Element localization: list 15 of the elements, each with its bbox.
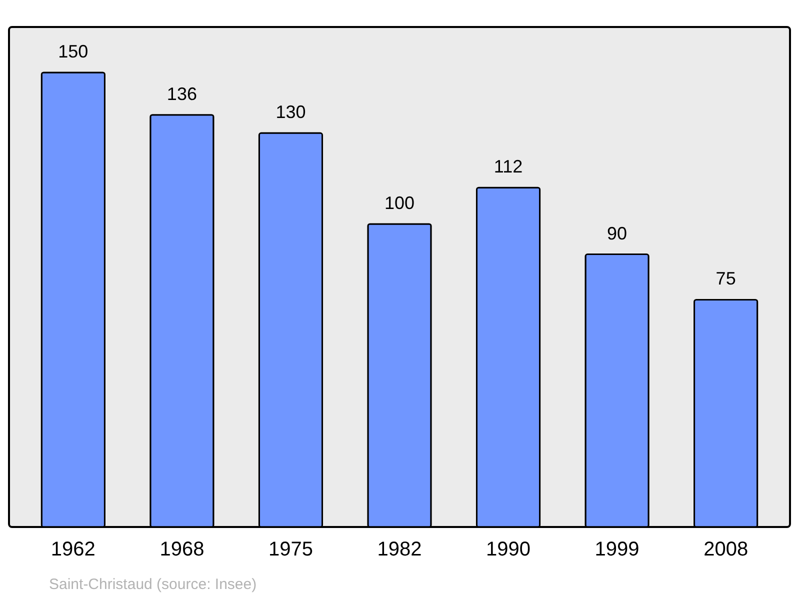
data-label: 136 [166,84,197,104]
data-label: 150 [58,41,88,62]
data-label: 112 [494,156,523,177]
data-label: 75 [716,268,736,289]
x-tick-label: 1999 [594,538,640,560]
data-label: 100 [384,192,415,213]
x-tick-label: 1990 [486,538,531,560]
x-tick-label: 1968 [160,538,204,560]
x-tick-label: 2008 [704,538,748,560]
x-tick-label: 1962 [50,538,96,560]
data-label: 130 [276,102,306,122]
data-label: 90 [607,223,628,244]
text: Saint-Christaud (source: Insee) [49,576,257,593]
x-tick-label: 1975 [268,538,313,560]
x-tick-label: 1982 [377,538,422,560]
